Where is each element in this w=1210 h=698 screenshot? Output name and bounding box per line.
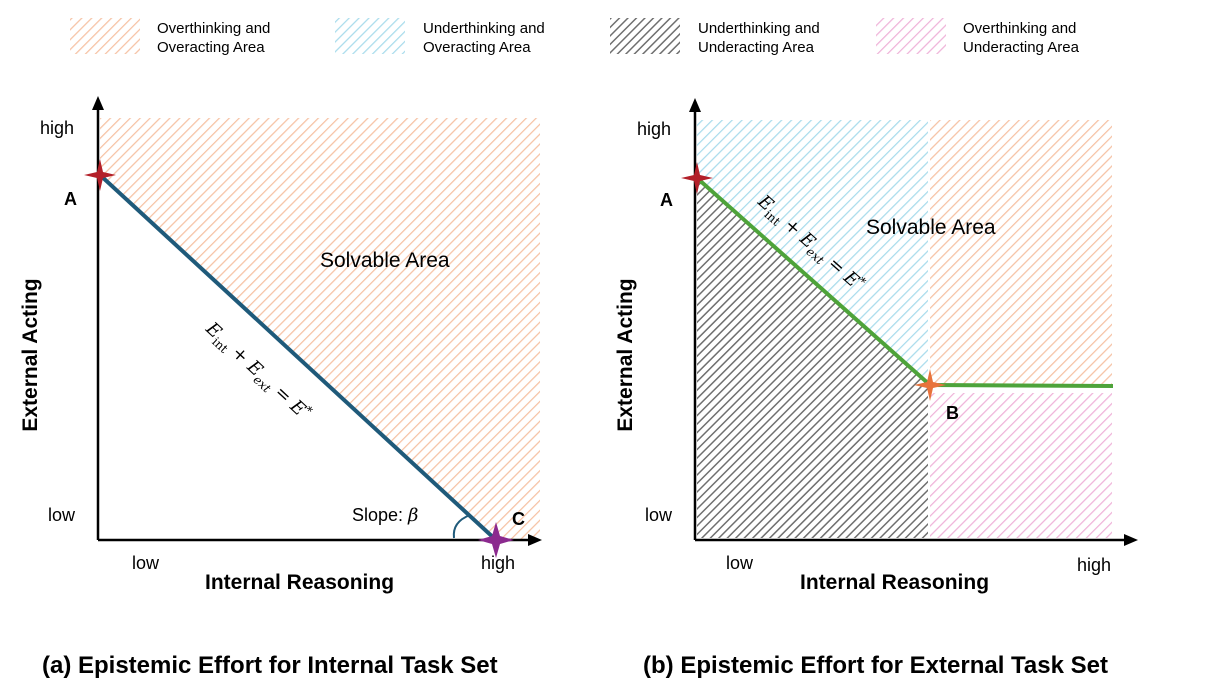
- panel-b-x-axis-title: Internal Reasoning: [800, 571, 989, 594]
- panel-b-orange-region: [930, 120, 1112, 387]
- panel-a-x-axis-title: Internal Reasoning: [205, 571, 394, 594]
- panel-b: high low low high Internal Reasoning Ext…: [614, 98, 1138, 679]
- panel-b-y-low: low: [645, 505, 673, 525]
- legend-label-line2: Overacting Area: [157, 39, 265, 56]
- panel-a-x-high: high: [481, 553, 515, 573]
- panel-a-frontier-line: [98, 173, 498, 542]
- legend-label-line2: Underacting Area: [963, 39, 1080, 56]
- legend-item-underthinking-underacting: Underthinking and Underacting Area: [610, 18, 820, 56]
- panel-b-point-b-label: B: [946, 403, 959, 423]
- panel-b-area-label: Solvable Area: [866, 216, 996, 239]
- legend-swatch-gray: [610, 18, 680, 54]
- panel-b-y-axis-title: External Acting: [614, 278, 637, 431]
- panel-a-y-arrowhead: [92, 96, 104, 110]
- legend-label-line1: Overthinking and: [963, 20, 1076, 37]
- panel-a-star-c-icon: [478, 522, 514, 558]
- legend-swatch-pink: [876, 18, 946, 54]
- panel-a-slope-label: Slope: β: [352, 505, 418, 526]
- panel-b-frontier-horizontal: [929, 383, 1114, 388]
- panel-a-y-high: high: [40, 118, 74, 138]
- panel-a-star-a-icon: [84, 159, 116, 191]
- panel-b-star-a-icon: [681, 162, 713, 194]
- panel-a-x-arrowhead: [528, 534, 542, 546]
- panel-b-y-arrowhead: [689, 98, 701, 112]
- panel-a-point-c-label: C: [512, 509, 525, 529]
- panel-b-pink-region: [930, 393, 1112, 538]
- panel-a-point-a-label: A: [64, 189, 77, 209]
- panel-a-area-label: Solvable Area: [320, 249, 450, 272]
- legend-swatch-orange: [70, 18, 140, 54]
- panel-b-x-high: high: [1077, 555, 1111, 575]
- legend-label-line2: Underacting Area: [698, 39, 815, 56]
- panel-a-caption: (a) Epistemic Effort for Internal Task S…: [42, 652, 498, 679]
- panel-a-y-low: low: [48, 505, 76, 525]
- panel-a: high low low high Internal Reasoning Ext…: [19, 96, 542, 679]
- panel-b-y-high: high: [637, 119, 671, 139]
- panel-b-point-a-label: A: [660, 190, 673, 210]
- legend: Overthinking and Overacting Area Underth…: [70, 18, 1080, 56]
- panel-b-star-b-icon: [914, 369, 946, 401]
- panel-b-frontier-diagonal: [695, 176, 932, 387]
- panel-a-x-low: low: [132, 553, 160, 573]
- slope-text: Slope:: [352, 505, 408, 525]
- panel-b-gray-region: [697, 178, 928, 538]
- panel-a-y-axis-title: External Acting: [19, 278, 42, 431]
- legend-label-line1: Overthinking and: [157, 20, 270, 37]
- legend-item-overthinking-underacting: Overthinking and Underacting Area: [876, 18, 1080, 56]
- legend-label-line1: Underthinking and: [698, 20, 820, 37]
- panel-a-slope-arc: [452, 514, 471, 539]
- legend-label-line1: Underthinking and: [423, 20, 545, 37]
- panel-b-caption: (b) Epistemic Effort for External Task S…: [643, 652, 1108, 679]
- panel-b-blue-region: [697, 120, 928, 385]
- legend-swatch-blue: [335, 18, 405, 54]
- legend-item-underthinking-overacting: Underthinking and Overacting Area: [335, 18, 545, 56]
- legend-item-overthinking-overacting: Overthinking and Overacting Area: [70, 18, 270, 56]
- panel-a-solvable-region: [100, 118, 540, 540]
- legend-label-line2: Overacting Area: [423, 39, 531, 56]
- panel-b-x-arrowhead: [1124, 534, 1138, 546]
- slope-beta-symbol: β: [407, 505, 418, 526]
- panel-b-x-low: low: [726, 553, 754, 573]
